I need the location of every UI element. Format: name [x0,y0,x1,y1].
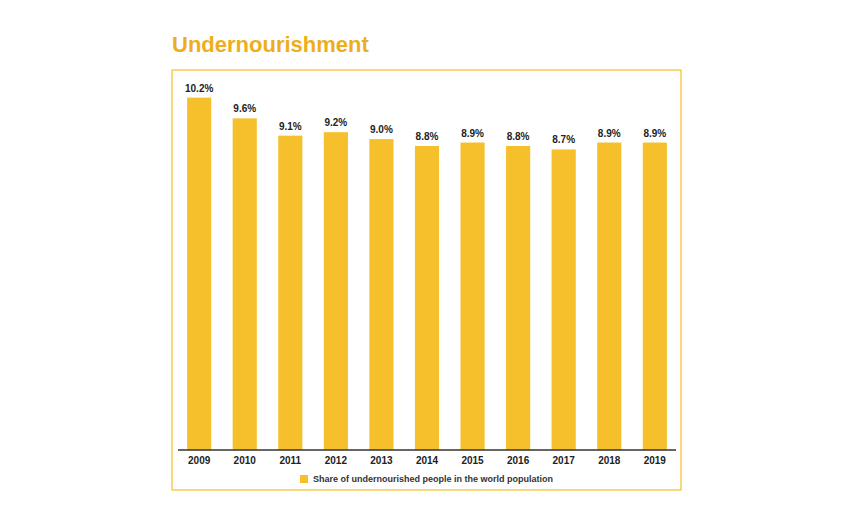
legend-swatch [300,475,308,483]
bar [415,146,439,450]
data-labels: 10.2% 9.6% 9.1% 9.2% 9.0% 8.8% 8.9% 8.8% 8.7% 8.9… [185,83,666,146]
x-tick: 2012 [325,455,348,466]
chart-title: Undernourishment [172,32,369,57]
data-label: 9.6% [233,103,256,114]
bar [324,132,348,450]
data-label: 9.1% [279,121,302,132]
x-tick: 2018 [598,455,621,466]
data-label: 8.9% [643,128,666,139]
data-label: 10.2% [185,83,213,94]
x-tick-label: 2012 [325,455,348,466]
x-tick: 2015 [461,455,484,466]
x-tick-label: 2011 [279,455,301,466]
data-label: 8.8% [416,131,439,142]
x-tick-label: 2014 [416,455,439,466]
x-tick-label: 2017 [553,455,576,466]
data-label: 9.2% [324,117,347,128]
bar [187,98,211,450]
x-tick: 2014 [416,455,439,466]
x-tick: 2016 [507,455,530,466]
bar [278,136,302,450]
data-label: 9.0% [370,124,393,135]
x-tick-label: 2015 [461,455,484,466]
data-label: 8.8% [507,131,530,142]
legend: Share of undernourished people in the wo… [300,474,553,484]
bar [597,143,621,450]
x-tick: 2017 [553,455,576,466]
bar [369,139,393,450]
x-tick: 2013 [370,455,393,466]
x-axis-line [178,449,676,451]
x-tick-label: 2013 [370,455,393,466]
bar [233,118,257,450]
x-tick: 2011 [279,455,301,466]
x-tick: 2009 [188,455,211,466]
x-tick-label: 2009 [188,455,211,466]
x-tick: 2010 [234,455,257,466]
bars [187,98,667,450]
bar [643,143,667,450]
data-label: 8.9% [461,128,484,139]
data-label: 8.7% [552,134,575,145]
x-tick-label: 2016 [507,455,530,466]
plot-frame [172,70,681,490]
data-label: 8.9% [598,128,621,139]
bar [552,149,576,450]
bar [506,146,530,450]
x-tick-label: 2010 [234,455,257,466]
x-tick: 2019 [644,455,667,466]
x-axis: 2009 2010 2011 2012 2013 2014 2015 2016 2017 2018… [178,450,676,466]
legend-label: Share of undernourished people in the wo… [313,474,553,484]
bar [460,143,484,450]
x-tick-label: 2019 [644,455,667,466]
chart: Undernourishment 10.2% 9.6% 9.1% 9.2% 9.0% 8.8… [0,0,853,529]
x-tick-label: 2018 [598,455,621,466]
